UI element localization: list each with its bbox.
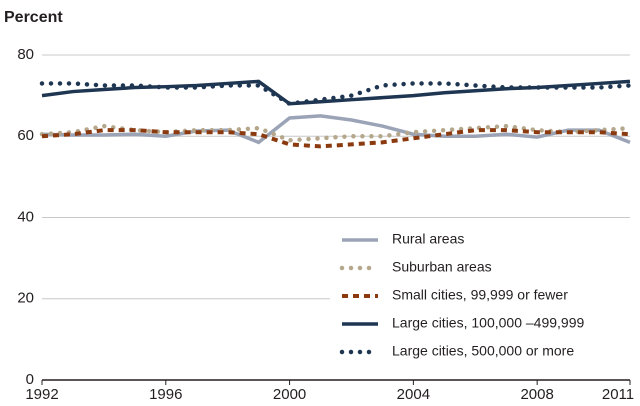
x-tick-label: 1992 — [25, 386, 58, 403]
y-tick-label: 40 — [17, 208, 34, 225]
legend-label: Small cities, 99,999 or fewer — [392, 287, 568, 303]
series-line — [41, 114, 631, 145]
x-tick-label: 2008 — [520, 386, 553, 403]
y-tick-label: 80 — [17, 46, 34, 63]
y-tick-label: 60 — [17, 127, 34, 144]
y-tick-label: 0 — [26, 371, 34, 388]
series-line — [39, 81, 633, 107]
legend-label: Large cities, 500,000 or more — [392, 343, 574, 359]
plot — [39, 79, 633, 149]
legend: Rural areas Suburban areas Small cities, 9… — [330, 224, 630, 367]
grid: 0 20 40 60 80 1992 1996 2000 2004 2008 2011 — [17, 46, 634, 403]
legend-label: Suburban areas — [392, 259, 492, 275]
x-tick-label: 2011 — [602, 386, 634, 403]
x-tick-label: 2000 — [273, 386, 306, 403]
legend-label: Large cities, 100,000 –499,999 — [392, 315, 584, 331]
legend-box — [330, 224, 630, 367]
series-line — [39, 123, 633, 143]
x-tick-label: 1996 — [149, 386, 182, 403]
x-tick-label: 2004 — [397, 386, 430, 403]
legend-label: Rural areas — [392, 231, 464, 247]
y-axis-label: Percent — [4, 9, 63, 26]
y-tick-label: 20 — [17, 290, 34, 307]
